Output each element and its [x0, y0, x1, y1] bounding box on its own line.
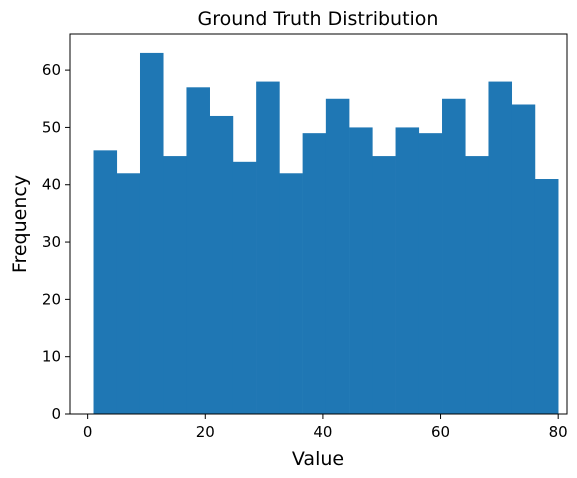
histogram-bar	[442, 98, 466, 415]
plot-frame	[69, 33, 568, 415]
histogram-bar	[139, 52, 164, 414]
histogram-bar	[232, 161, 257, 414]
x-tick-label: 80	[549, 423, 568, 441]
histogram-bar	[534, 179, 559, 414]
histogram-bar	[116, 173, 141, 414]
y-tick-label: 40	[42, 176, 61, 194]
histogram-bar	[163, 156, 187, 414]
y-tick-label: 10	[42, 348, 61, 366]
x-tick-label: 20	[196, 423, 215, 441]
y-axis-label: Frequency	[9, 175, 31, 273]
x-axis-label: Value	[292, 448, 344, 470]
histogram-bar	[186, 87, 210, 415]
histogram-bar	[349, 127, 373, 414]
y-tick-label: 30	[42, 233, 61, 251]
x-tick-label: 0	[83, 423, 93, 441]
histogram-bar	[488, 81, 513, 414]
x-tick-label: 60	[431, 423, 450, 441]
histogram-bar	[93, 150, 118, 415]
bars-group	[93, 52, 559, 415]
x-tick-label: 40	[313, 423, 332, 441]
y-tick-label: 0	[51, 405, 61, 423]
y-tick-label: 20	[42, 290, 61, 308]
histogram-bar	[395, 127, 420, 414]
histogram-bar	[279, 173, 303, 414]
y-tick-label: 50	[42, 118, 61, 136]
histogram-bar	[256, 81, 280, 414]
histogram-bar	[465, 156, 489, 414]
y-axis-ticks: 0 10 20 30 40 50 60	[42, 61, 70, 423]
histogram-bar	[325, 98, 350, 415]
x-axis-ticks: 0 20 40 60 80	[83, 414, 568, 441]
chart-title: Ground Truth Distribution	[198, 8, 439, 30]
y-tick-label: 60	[42, 61, 61, 79]
histogram-bar	[209, 115, 234, 414]
histogram-bar	[372, 156, 396, 414]
histogram-bar	[418, 133, 443, 415]
histogram-bar	[511, 104, 536, 414]
histogram-bar	[302, 133, 327, 415]
